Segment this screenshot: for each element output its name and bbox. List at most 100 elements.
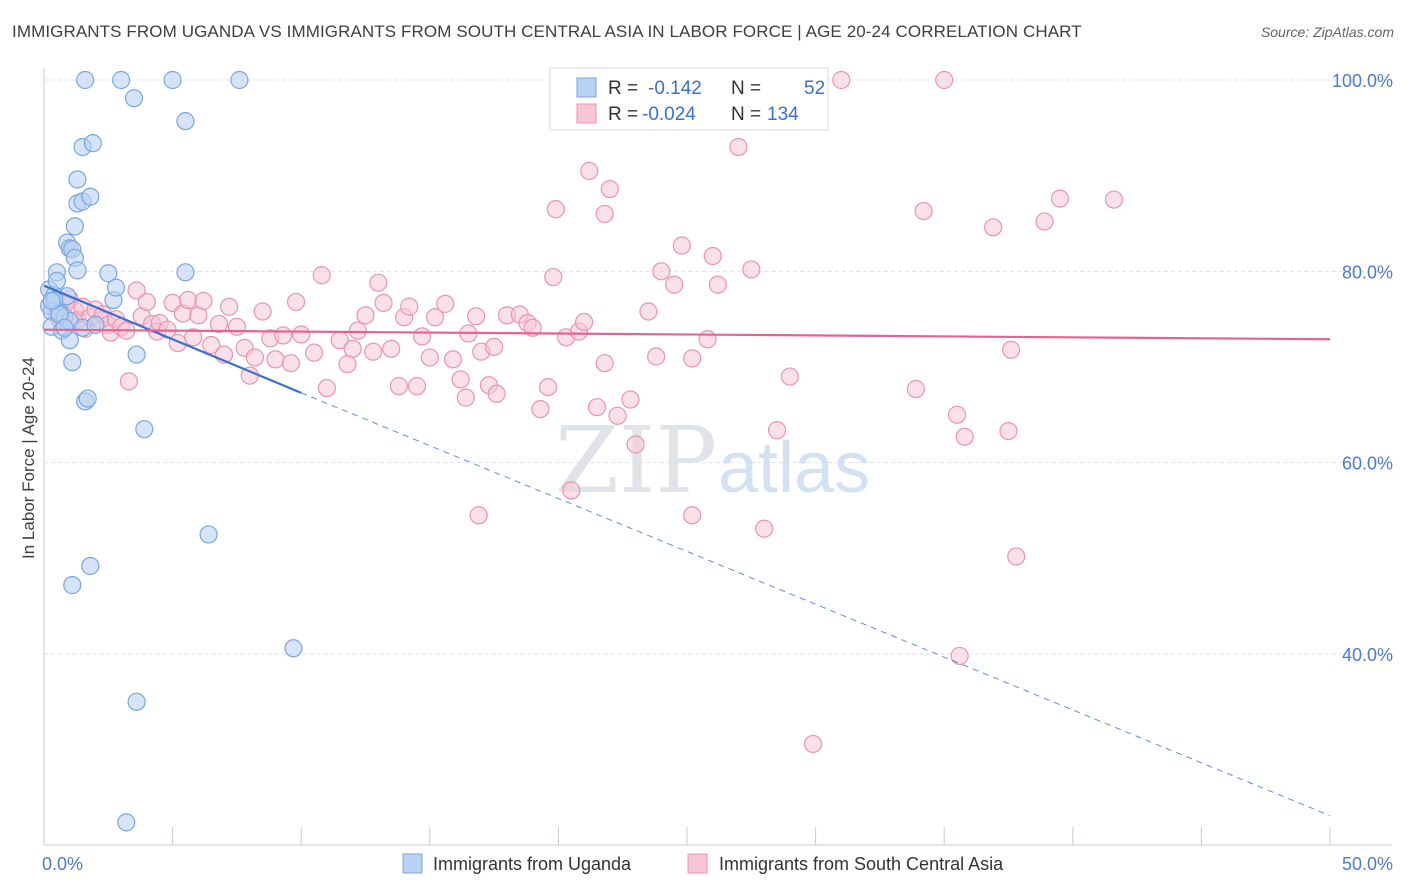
south-central-asia-points — [42, 70, 1124, 754]
uganda-point — [81, 187, 100, 206]
south-central-asia-point — [803, 734, 823, 754]
series-legend: Immigrants from Uganda Immigrants from S… — [402, 853, 1004, 874]
legend-n-value-pink: 134 — [767, 104, 799, 125]
chart-source: Source: ZipAtlas.com — [1260, 24, 1394, 40]
south-central-asia-point — [950, 646, 969, 666]
south-central-asia-point — [374, 293, 393, 313]
uganda-trend-line — [43, 284, 302, 394]
south-central-asia-point — [539, 377, 558, 397]
uganda-point — [117, 813, 136, 832]
watermark-atlas: atlas — [718, 428, 870, 508]
south-central-asia-point — [683, 506, 702, 525]
south-central-asia-point — [1035, 212, 1054, 231]
y-tick-label: 80.0% — [1342, 262, 1393, 282]
south-central-asia-point — [523, 318, 542, 337]
south-central-asia-point — [832, 70, 851, 90]
south-central-asia-point — [412, 327, 432, 346]
south-central-asia-point — [665, 275, 684, 294]
uganda-point — [68, 261, 87, 280]
south-central-asia-point — [274, 326, 293, 345]
uganda-point — [112, 70, 131, 90]
south-central-asia-point — [456, 388, 475, 407]
south-central-asia-point — [595, 204, 614, 224]
south-central-asia-point — [304, 343, 324, 362]
uganda-point — [99, 264, 118, 283]
uganda-point — [47, 271, 66, 290]
uganda-point — [76, 70, 95, 90]
south-central-asia-point — [356, 306, 375, 325]
y-tick-label: 60.0% — [1342, 454, 1393, 474]
south-central-asia-point — [407, 377, 427, 396]
y-axis-label: In Labor Force | Age 20-24 — [19, 357, 38, 559]
south-central-asia-point — [672, 236, 691, 255]
south-central-asia-point — [286, 292, 306, 312]
south-central-asia-point — [580, 161, 599, 180]
south-central-asia-point — [955, 427, 974, 446]
series-legend-swatch-south-central-asia — [687, 853, 708, 874]
x-tick-label: 0.0% — [42, 854, 83, 874]
south-central-asia-point — [608, 406, 627, 425]
south-central-asia-point — [698, 330, 717, 349]
south-central-asia-point — [487, 384, 506, 403]
south-central-asia-point — [906, 379, 926, 399]
south-central-asia-point — [338, 355, 357, 374]
uganda-points — [40, 70, 303, 832]
axes — [43, 68, 1392, 846]
legend-n-label-blue: N = — [731, 78, 761, 99]
south-central-asia-point — [485, 337, 504, 357]
south-central-asia-point — [220, 297, 239, 316]
correlation-legend: R = -0.142 N = 52 R = -0.024 N = 134 — [549, 67, 829, 131]
south-central-asia-point — [389, 377, 409, 396]
legend-n-value-blue: 52 — [804, 78, 825, 99]
south-central-asia-point — [1104, 190, 1124, 209]
legend-r-label-pink: R = — [608, 104, 638, 125]
uganda-point — [127, 345, 146, 364]
south-central-asia-point — [127, 281, 146, 300]
south-central-asia-point — [683, 349, 702, 368]
south-central-asia-point — [703, 246, 722, 266]
legend-swatch-blue — [576, 77, 597, 98]
x-tick-labels: 0.0% 50.0% — [42, 854, 1393, 874]
watermark: ZIP atlas — [555, 407, 870, 514]
south-central-asia-point — [544, 267, 563, 287]
south-central-asia-point — [209, 314, 228, 334]
south-central-asia-point — [531, 399, 550, 419]
uganda-point — [55, 318, 74, 337]
south-central-asia-point — [369, 273, 388, 292]
uganda-point — [78, 389, 97, 408]
uganda-point — [65, 217, 84, 236]
uganda-point — [68, 170, 87, 189]
watermark-zip: ZIP — [555, 407, 717, 514]
x-tick-label: 50.0% — [1342, 854, 1393, 874]
south-central-asia-point — [292, 325, 311, 344]
south-central-asia-point — [227, 317, 246, 336]
uganda-point — [42, 291, 61, 311]
south-central-asia-point — [436, 294, 455, 313]
series-legend-label-south-central-asia: Immigrants from South Central Asia — [719, 854, 1004, 874]
south-central-asia-trend-line — [43, 328, 1331, 341]
south-central-asia-point — [626, 435, 645, 454]
south-central-asia-point — [281, 354, 301, 373]
south-central-asia-point — [466, 307, 486, 326]
south-central-asia-point — [999, 421, 1018, 441]
uganda-point — [176, 112, 195, 131]
south-central-asia-point — [575, 312, 594, 332]
uganda-point — [127, 692, 146, 711]
south-central-asia-point — [400, 297, 419, 316]
series-legend-label-uganda: Immigrants from Uganda — [433, 854, 632, 874]
uganda-point — [199, 525, 218, 544]
south-central-asia-point — [343, 339, 362, 358]
south-central-asia-point — [266, 350, 285, 369]
south-central-asia-point — [647, 347, 666, 366]
south-central-asia-point — [312, 266, 331, 285]
south-central-asia-point — [1001, 340, 1021, 359]
chart-title: IMMIGRANTS FROM UGANDA VS IMMIGRANTS FRO… — [12, 22, 1082, 41]
south-central-asia-point — [253, 302, 272, 321]
south-central-asia-point — [587, 398, 607, 417]
south-central-asia-point — [780, 367, 799, 386]
south-central-asia-point — [639, 302, 658, 321]
south-central-asia-point — [708, 275, 727, 294]
uganda-point — [163, 70, 182, 90]
south-central-asia-point — [184, 328, 203, 347]
south-central-asia-point — [178, 290, 198, 310]
